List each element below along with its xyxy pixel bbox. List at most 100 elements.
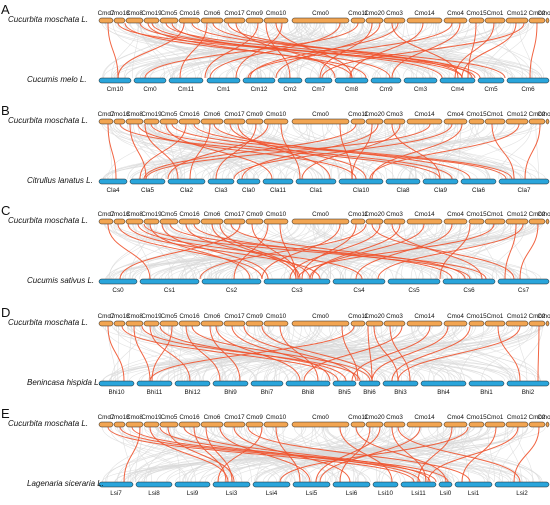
background-link	[277, 123, 491, 180]
target-chromosome	[506, 380, 550, 387]
reference-chromosome	[178, 118, 201, 125]
reference-chromosome-label: Cmo10	[266, 313, 287, 320]
reference-chromosome-label: Cmo16	[179, 10, 200, 17]
reference-chromosome-label: Cmo5	[161, 211, 178, 218]
background-links	[103, 223, 543, 280]
reference-chromosome-label: Cmo20	[364, 111, 385, 118]
highlight-link	[251, 223, 299, 280]
background-link	[161, 223, 325, 280]
background-link	[140, 22, 238, 79]
reference-chromosome-label: Cmo19	[141, 111, 162, 118]
reference-chromosome	[113, 218, 126, 225]
background-link	[162, 223, 273, 280]
background-link	[479, 223, 497, 280]
highlight-link	[205, 426, 233, 483]
reference-chromosome-label: Cmo17	[224, 313, 245, 320]
background-link	[422, 22, 495, 79]
background-link	[185, 325, 517, 382]
background-link	[149, 325, 388, 382]
background-link	[159, 123, 247, 180]
background-link	[139, 22, 196, 79]
target-chromosome	[422, 178, 459, 185]
reference-chromosome-label: Cmo5	[161, 414, 178, 421]
reference-chromosome-label: Cmo11	[348, 313, 368, 320]
highlight-link	[209, 325, 241, 382]
reference-chromosome	[350, 218, 366, 225]
reference-chromosome-label: Cmo5	[161, 111, 178, 118]
reference-chromosome	[528, 218, 546, 225]
target-chromosome-label: Lsi8	[148, 490, 160, 497]
background-link	[417, 325, 541, 382]
reference-chromosome-label: Cmo10	[266, 414, 287, 421]
background-link	[129, 426, 153, 483]
highlight-link	[193, 223, 453, 280]
target-chromosome	[212, 380, 249, 387]
target-chromosome-label: Cm9	[379, 86, 393, 93]
reference-chromosome-label: Cmo3	[386, 111, 403, 118]
background-link	[208, 123, 524, 180]
reference-chromosome	[350, 118, 366, 125]
reference-chromosome-label: Cmo19	[141, 211, 162, 218]
highlight-link	[117, 223, 263, 280]
highlight-link	[107, 123, 117, 180]
reference-chromosome-label: Cmo20	[364, 414, 385, 421]
highlight-link	[199, 223, 367, 280]
target-chromosome-label: Cm0	[143, 86, 157, 93]
reference-chromosome-label: Cmo20	[364, 211, 385, 218]
highlight-link	[243, 325, 357, 382]
background-link	[144, 426, 175, 483]
target-species-name: Citrullus lanatus L.	[27, 176, 93, 185]
reference-chromosome-label: Cmo16	[179, 414, 200, 421]
reference-chromosome	[291, 17, 350, 24]
background-link	[236, 123, 524, 180]
highlight-link	[309, 223, 425, 280]
reference-chromosome	[406, 320, 443, 327]
reference-chromosome-label: Cmo15	[466, 313, 487, 320]
highlight-link	[513, 426, 540, 483]
reference-chromosome	[291, 421, 350, 428]
background-link	[109, 426, 187, 483]
reference-chromosome	[98, 421, 114, 428]
reference-chromosome	[245, 320, 264, 327]
background-link	[139, 325, 257, 382]
target-chromosome-label: Cs4	[353, 287, 365, 294]
highlight-link	[519, 223, 539, 280]
background-link	[221, 22, 443, 79]
highlight-link	[319, 426, 421, 483]
highlight-link	[193, 123, 513, 180]
highlight-link	[123, 426, 141, 483]
highlight-link	[275, 22, 353, 79]
background-link	[113, 22, 250, 79]
reference-chromosome-label: Cmo4	[447, 111, 464, 118]
target-chromosome	[133, 77, 167, 84]
target-chromosome-label: Cs5	[408, 287, 420, 294]
background-link	[120, 426, 472, 483]
reference-chromosome	[484, 17, 506, 24]
reference-chromosome	[350, 320, 366, 327]
target-chromosome-label: Cla9	[434, 187, 447, 194]
background-link	[487, 426, 495, 483]
reference-chromosome-label: Cmo1	[487, 10, 504, 17]
highlight-link	[145, 123, 431, 180]
background-link	[254, 325, 277, 382]
background-link	[127, 123, 220, 180]
reference-chromosome-label: Cmo4	[447, 10, 464, 17]
reference-chromosome-label: Cmo2	[529, 414, 546, 421]
background-link	[144, 123, 197, 180]
target-chromosome-label: Cm6	[521, 86, 535, 93]
background-link	[177, 325, 183, 382]
reference-chromosome	[263, 421, 289, 428]
background-link	[115, 325, 202, 382]
reference-chromosome	[98, 320, 114, 327]
panel-letter: D	[1, 305, 10, 320]
highlight-link	[367, 325, 373, 382]
background-link	[238, 325, 494, 382]
reference-chromosome	[383, 218, 406, 225]
background-link	[272, 426, 519, 483]
background-link	[122, 223, 227, 280]
background-link	[469, 123, 540, 180]
highlight-link	[247, 426, 471, 483]
reference-chromosome-label: Cmo1	[487, 313, 504, 320]
highlight-link	[119, 223, 241, 280]
panel-letter: E	[1, 406, 10, 421]
